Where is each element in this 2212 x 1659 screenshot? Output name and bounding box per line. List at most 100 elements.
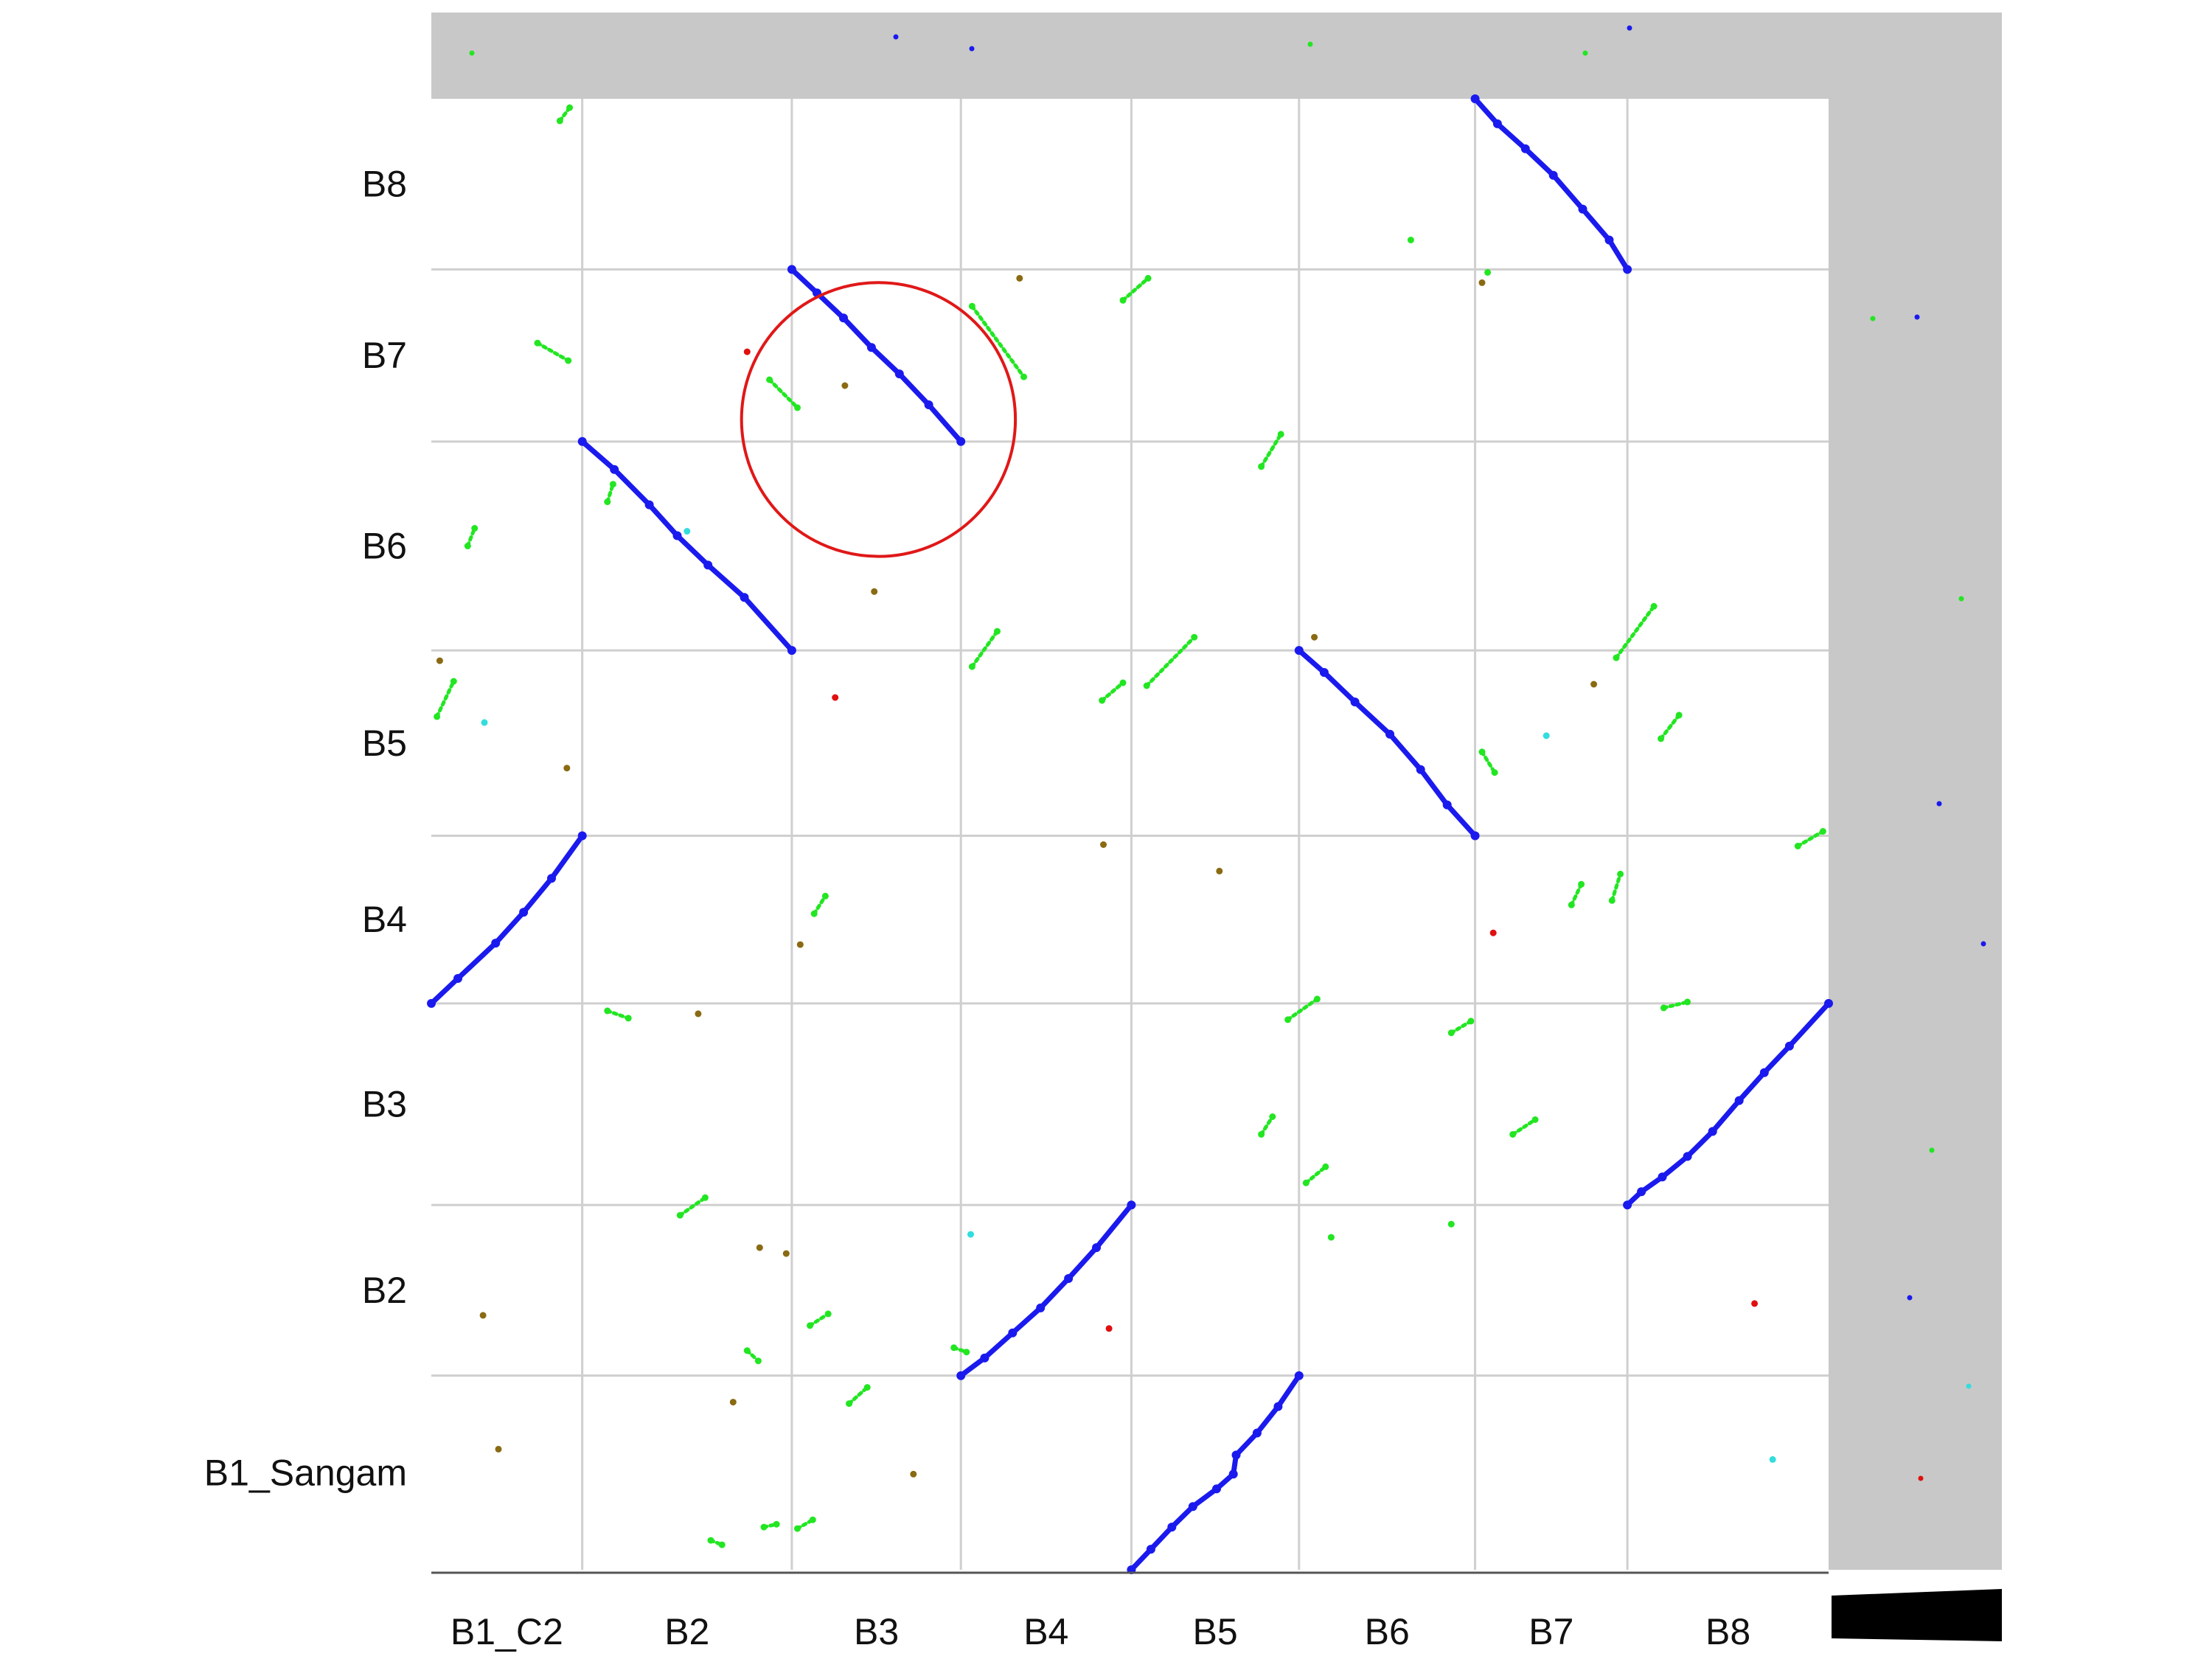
margin-dot-9 — [1936, 801, 1942, 807]
syntenic-segment-40 — [611, 467, 653, 508]
minor_hit-segment-24 — [605, 1009, 630, 1020]
highlight-circle-0 — [740, 281, 1018, 558]
scale-bar-wedge — [1832, 1589, 2002, 1641]
syntenic-segment-10 — [958, 1355, 987, 1379]
x-tick-label: B7 — [1528, 1611, 1573, 1652]
syntenic-segment-39 — [580, 439, 617, 473]
annotation-layer — [740, 281, 1018, 558]
syntenic-segment-58 — [1607, 237, 1630, 272]
minor_hit-segment-44 — [1659, 713, 1681, 741]
hit-marks — [427, 94, 1833, 1574]
top-margin-band — [431, 13, 2002, 99]
rare_hit-point-1 — [832, 694, 839, 701]
minor_hit-segment-8 — [745, 1349, 760, 1363]
minor_hit-segment-58 — [605, 482, 615, 504]
syntenic-segment-30 — [549, 833, 585, 881]
margin-dot-12 — [1907, 1295, 1913, 1301]
margin-dot-6 — [1870, 316, 1876, 321]
syntenic-segment-54 — [1495, 121, 1528, 152]
weak_hit-point-2 — [910, 1470, 917, 1478]
x-tick-label: B2 — [664, 1611, 709, 1652]
margin-dot-3 — [1307, 41, 1313, 47]
minor_hit-segment-28 — [1449, 1019, 1473, 1035]
weak_hit-point-4 — [479, 1312, 487, 1319]
syntenic-segment-26 — [428, 975, 461, 1006]
margin-dot-7 — [1914, 314, 1920, 320]
minor_hit-segment-46 — [1480, 750, 1497, 775]
syntenic-segment-47 — [814, 290, 846, 321]
syntenic-segment-4 — [1214, 1471, 1237, 1492]
syntenic-segment-1 — [1148, 1524, 1175, 1552]
weak_hit-point-10 — [871, 588, 878, 595]
syntenic-segment-14 — [1065, 1245, 1099, 1281]
syntenic-segment-43 — [705, 562, 747, 600]
minor_hit-segment-0 — [709, 1538, 724, 1547]
syntenic-segment-15 — [1093, 1202, 1134, 1251]
margin-dot-4 — [1627, 25, 1632, 31]
margin-dot-0 — [469, 50, 475, 56]
syntenic-segment-56 — [1551, 173, 1585, 212]
syntenic-segment-28 — [493, 909, 526, 946]
syntenic-segment-27 — [455, 940, 498, 981]
minor_hit-segment-38 — [812, 894, 827, 916]
syntenic-segment-50 — [897, 371, 932, 408]
margin-dot-1 — [893, 34, 899, 40]
minor_hit-segment-64 — [768, 378, 799, 410]
syntenic-segment-5 — [1231, 1452, 1239, 1477]
margin-dot-5 — [1582, 50, 1588, 56]
syntenic-segment-44 — [742, 594, 795, 653]
syntenic-segment-42 — [675, 533, 711, 568]
syntenic-segment-53 — [1472, 96, 1500, 127]
margin-dot-14 — [1918, 1475, 1924, 1481]
x-tick-label: B6 — [1365, 1611, 1410, 1652]
minor_hit-segment-18 — [1304, 1164, 1328, 1185]
y-tick-label: B7 — [362, 335, 407, 376]
margin-dot-10 — [1980, 941, 1986, 947]
syntenic-segment-35 — [1387, 731, 1424, 773]
syntenic-segment-11 — [981, 1330, 1015, 1361]
weak_hit-point-14 — [1478, 279, 1486, 286]
weak_hit-point-1 — [729, 1399, 737, 1406]
x-tick-label: B3 — [854, 1611, 899, 1652]
margin-band-dots — [469, 25, 1986, 1481]
margin-dot-11 — [1929, 1147, 1935, 1153]
syntenic-segment-33 — [1321, 669, 1358, 705]
y-tick-label: B5 — [362, 723, 407, 764]
plot-area — [431, 99, 1829, 1570]
weak_hit-point-13 — [1016, 274, 1023, 282]
syntenic-segment-6 — [1234, 1430, 1260, 1458]
weak_hit-point-16 — [1216, 867, 1223, 874]
syntenic-segment-3 — [1190, 1486, 1220, 1509]
margin-dot-8 — [1958, 596, 1964, 602]
minor_hit-point-68 — [1407, 237, 1414, 243]
weak_hit-point-5 — [756, 1244, 763, 1251]
syntenic-segment-46 — [789, 266, 820, 296]
y-axis-tick-labels: B1_Sangam B2 B3 B4 B5 B6 B7 B8 — [204, 164, 407, 1494]
minor_hit-segment-36 — [1795, 830, 1825, 848]
weak_hit-point-9 — [563, 765, 571, 772]
right-margin-band — [1829, 99, 2002, 1570]
rare_hit-point-0 — [1751, 1300, 1759, 1307]
weak_hit-point-6 — [695, 1010, 702, 1018]
weak_hit-point-0 — [495, 1445, 502, 1453]
minor_hit-segment-12 — [952, 1346, 969, 1354]
y-tick-label: B6 — [362, 525, 407, 566]
x-tick-label: B5 — [1193, 1611, 1238, 1652]
syntenic-segment-8 — [1275, 1373, 1302, 1410]
y-tick-label: B2 — [362, 1270, 407, 1311]
margin-dot-2 — [969, 46, 975, 52]
syntenic-segment-48 — [841, 315, 874, 350]
sparse_hit-point-1 — [481, 719, 488, 726]
syntenic-segment-51 — [926, 402, 964, 445]
minor_hit-segment-30 — [1661, 1000, 1690, 1010]
x-tick-label: B1_C2 — [451, 1611, 563, 1652]
syntenic-segment-13 — [1037, 1276, 1071, 1311]
minor_hit-segment-54 — [1614, 604, 1656, 660]
rare_hit-point-4 — [743, 348, 751, 355]
syntenic-segment-12 — [1009, 1305, 1043, 1336]
syntenic-segment-23 — [1761, 1043, 1792, 1076]
minor_hit-point-14 — [1327, 1234, 1335, 1241]
minor_hit-segment-40 — [435, 679, 456, 719]
weak_hit-point-17 — [1590, 681, 1598, 688]
